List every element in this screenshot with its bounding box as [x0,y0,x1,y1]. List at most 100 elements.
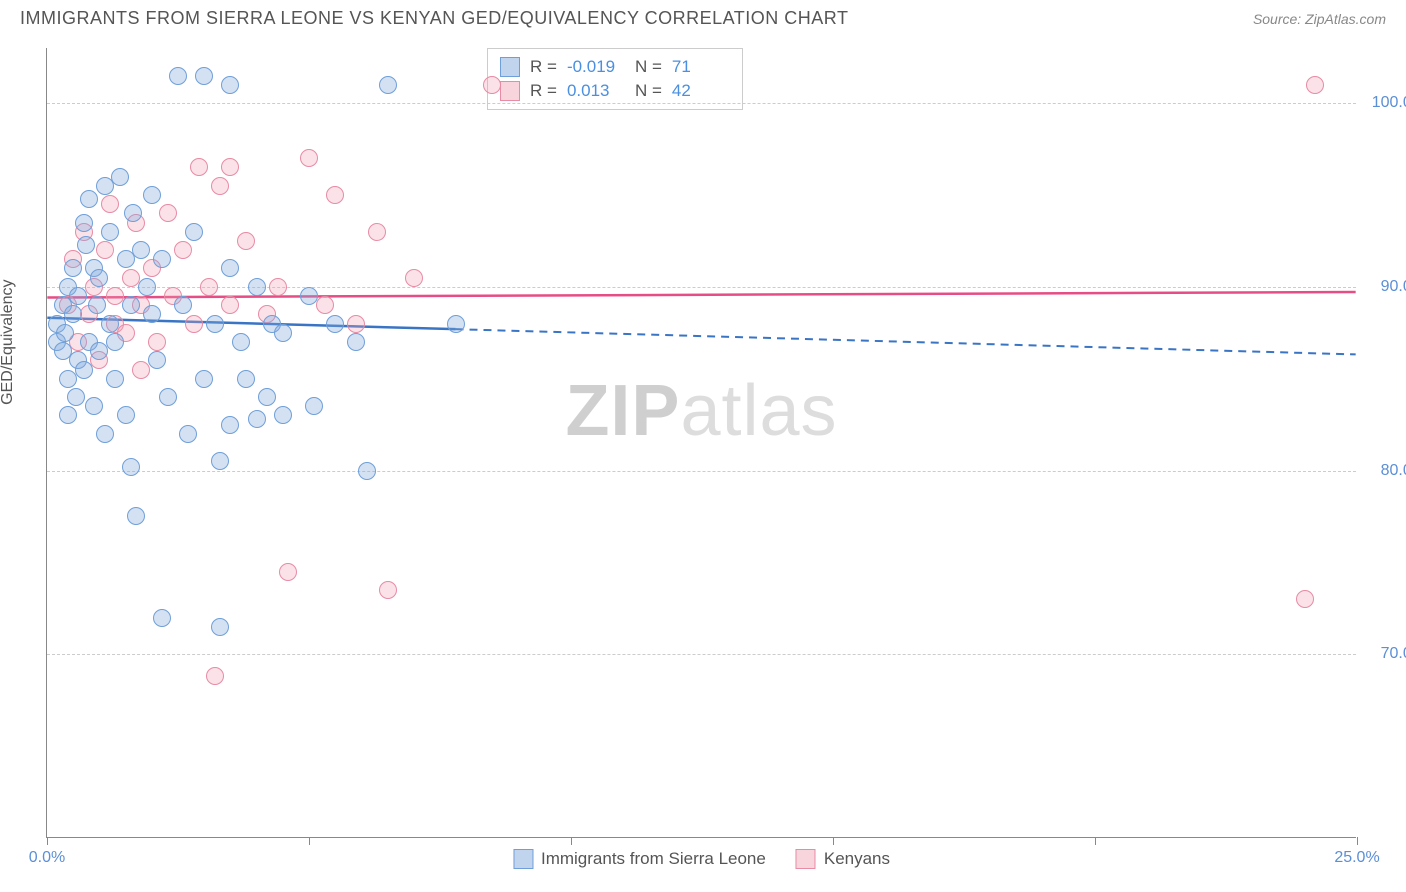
x-tick [1357,837,1358,845]
scatter-point-sierra-leone [300,287,318,305]
scatter-point-sierra-leone [153,250,171,268]
legend-swatch-blue [513,849,533,869]
scatter-point-sierra-leone [77,236,95,254]
scatter-point-kenyan [221,158,239,176]
scatter-point-kenyan [326,186,344,204]
chart-plot-area: ZIPatlas R =-0.019N =71R =0.013N =42 Imm… [46,48,1356,838]
watermark-text: ZIPatlas [565,370,837,452]
scatter-point-sierra-leone [195,370,213,388]
scatter-point-sierra-leone [248,410,266,428]
scatter-point-sierra-leone [358,462,376,480]
legend-label: Immigrants from Sierra Leone [541,849,766,869]
legend-swatch-pink [500,81,520,101]
scatter-point-sierra-leone [85,397,103,415]
stat-r-label: R = [530,57,557,77]
scatter-point-sierra-leone [124,204,142,222]
y-axis-label: GED/Equivalency [0,279,17,404]
x-tick [1095,837,1096,845]
scatter-point-sierra-leone [64,305,82,323]
scatter-point-kenyan [379,581,397,599]
y-tick-label: 80.0% [1381,462,1406,480]
scatter-point-kenyan [185,315,203,333]
scatter-point-kenyan [347,315,365,333]
scatter-point-sierra-leone [67,388,85,406]
scatter-point-sierra-leone [64,259,82,277]
scatter-point-sierra-leone [106,370,124,388]
scatter-point-kenyan [405,269,423,287]
legend-swatch-pink [796,849,816,869]
scatter-point-sierra-leone [127,507,145,525]
chart-header: IMMIGRANTS FROM SIERRA LEONE VS KENYAN G… [0,0,1406,33]
trend-lines-svg [47,48,1356,837]
legend-item: Kenyans [796,849,890,869]
scatter-point-sierra-leone [211,452,229,470]
y-tick-label: 90.0% [1381,278,1406,296]
scatter-point-kenyan [148,333,166,351]
scatter-point-sierra-leone [447,315,465,333]
scatter-point-kenyan [300,149,318,167]
stat-n-label: N = [635,57,662,77]
scatter-point-kenyan [316,296,334,314]
scatter-point-kenyan [200,278,218,296]
stat-row: R = -0.019 N = 71 [500,55,730,79]
scatter-point-sierra-leone [195,67,213,85]
scatter-point-kenyan [221,296,239,314]
scatter-point-kenyan [206,667,224,685]
scatter-point-sierra-leone [56,324,74,342]
scatter-point-sierra-leone [237,370,255,388]
chart-source: Source: ZipAtlas.com [1253,11,1386,27]
scatter-point-kenyan [368,223,386,241]
scatter-point-kenyan [190,158,208,176]
scatter-point-kenyan [101,195,119,213]
stat-n-value: 42 [672,81,730,101]
scatter-point-kenyan [159,204,177,222]
scatter-point-sierra-leone [90,269,108,287]
scatter-point-sierra-leone [248,278,266,296]
gridline [47,103,1356,104]
legend-swatch-blue [500,57,520,77]
scatter-point-kenyan [96,241,114,259]
scatter-point-kenyan [1296,590,1314,608]
scatter-point-sierra-leone [80,190,98,208]
scatter-point-sierra-leone [75,214,93,232]
scatter-point-kenyan [174,241,192,259]
trend-line-dashed [456,329,1356,354]
scatter-point-sierra-leone [153,609,171,627]
scatter-point-kenyan [211,177,229,195]
stat-r-value: -0.019 [567,57,625,77]
scatter-point-sierra-leone [148,351,166,369]
scatter-point-sierra-leone [169,67,187,85]
watermark-bold: ZIP [565,371,680,451]
bottom-legend: Immigrants from Sierra Leone Kenyans [513,849,890,869]
scatter-point-sierra-leone [206,315,224,333]
x-tick-label: 0.0% [29,849,65,867]
scatter-point-sierra-leone [106,333,124,351]
scatter-point-kenyan [269,278,287,296]
gridline [47,287,1356,288]
scatter-point-sierra-leone [174,296,192,314]
stat-n-value: 71 [672,57,730,77]
scatter-point-kenyan [279,563,297,581]
stat-r-label: R = [530,81,557,101]
gridline [47,654,1356,655]
scatter-point-kenyan [237,232,255,250]
scatter-point-sierra-leone [75,361,93,379]
scatter-point-sierra-leone [232,333,250,351]
x-tick [47,837,48,845]
scatter-point-sierra-leone [59,406,77,424]
scatter-point-sierra-leone [69,287,87,305]
trend-line-solid [47,292,1355,298]
scatter-point-kenyan [483,76,501,94]
scatter-point-sierra-leone [122,458,140,476]
scatter-point-sierra-leone [326,315,344,333]
scatter-point-kenyan [1306,76,1324,94]
scatter-point-sierra-leone [101,315,119,333]
x-tick [309,837,310,845]
chart-title: IMMIGRANTS FROM SIERRA LEONE VS KENYAN G… [20,8,848,29]
scatter-point-sierra-leone [138,278,156,296]
scatter-point-sierra-leone [122,296,140,314]
scatter-point-sierra-leone [185,223,203,241]
stat-n-label: N = [635,81,662,101]
watermark-light: atlas [680,371,837,451]
scatter-point-sierra-leone [132,241,150,259]
